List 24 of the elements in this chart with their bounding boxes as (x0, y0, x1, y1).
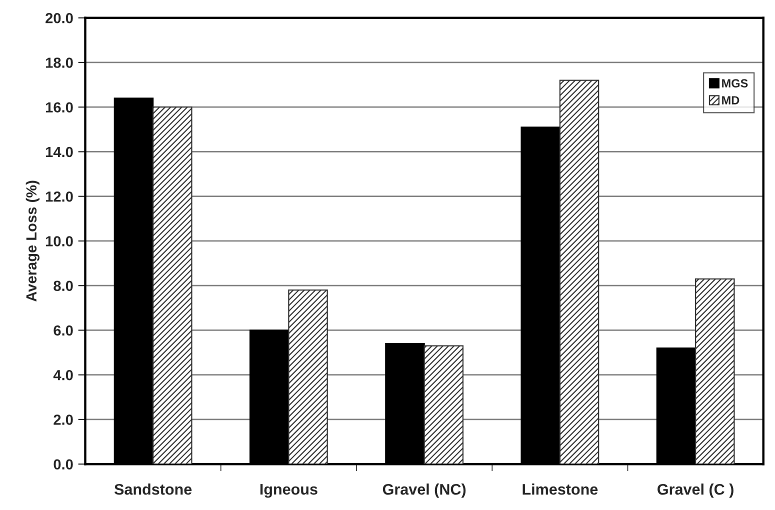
y-tick-label: 16.0 (46, 102, 73, 113)
y-tick-label: 14.0 (46, 146, 73, 158)
x-tick-label: Limestone (522, 484, 598, 495)
y-tick-label: 12.0 (46, 191, 73, 202)
legend-label: MD (722, 96, 740, 104)
x-tick-label: Sandstone (114, 484, 192, 495)
y-tick-label: 18.0 (46, 58, 73, 68)
x-tick-label: Igneous (260, 484, 318, 498)
bar (288, 290, 328, 464)
y-tick-label: 4.0 (53, 370, 73, 380)
bar (695, 278, 735, 464)
bar (152, 106, 192, 464)
y-axis-title: Average Loss (%) (26, 180, 40, 302)
bar (559, 80, 600, 464)
bar (424, 345, 464, 464)
y-tick-label: 2.0 (54, 414, 73, 425)
x-tick-label: Gravel (C ) (658, 484, 734, 498)
y-tick-label: 20.0 (46, 12, 73, 24)
legend-label: MGS (722, 79, 748, 88)
x-tick-label: Gravel (NC) (382, 484, 466, 498)
y-tick-label: 6.0 (54, 325, 73, 336)
y-tick-label: 8.0 (54, 280, 73, 292)
y-tick-label: 0.0 (54, 459, 73, 470)
y-tick-label: 10.0 (46, 236, 73, 246)
